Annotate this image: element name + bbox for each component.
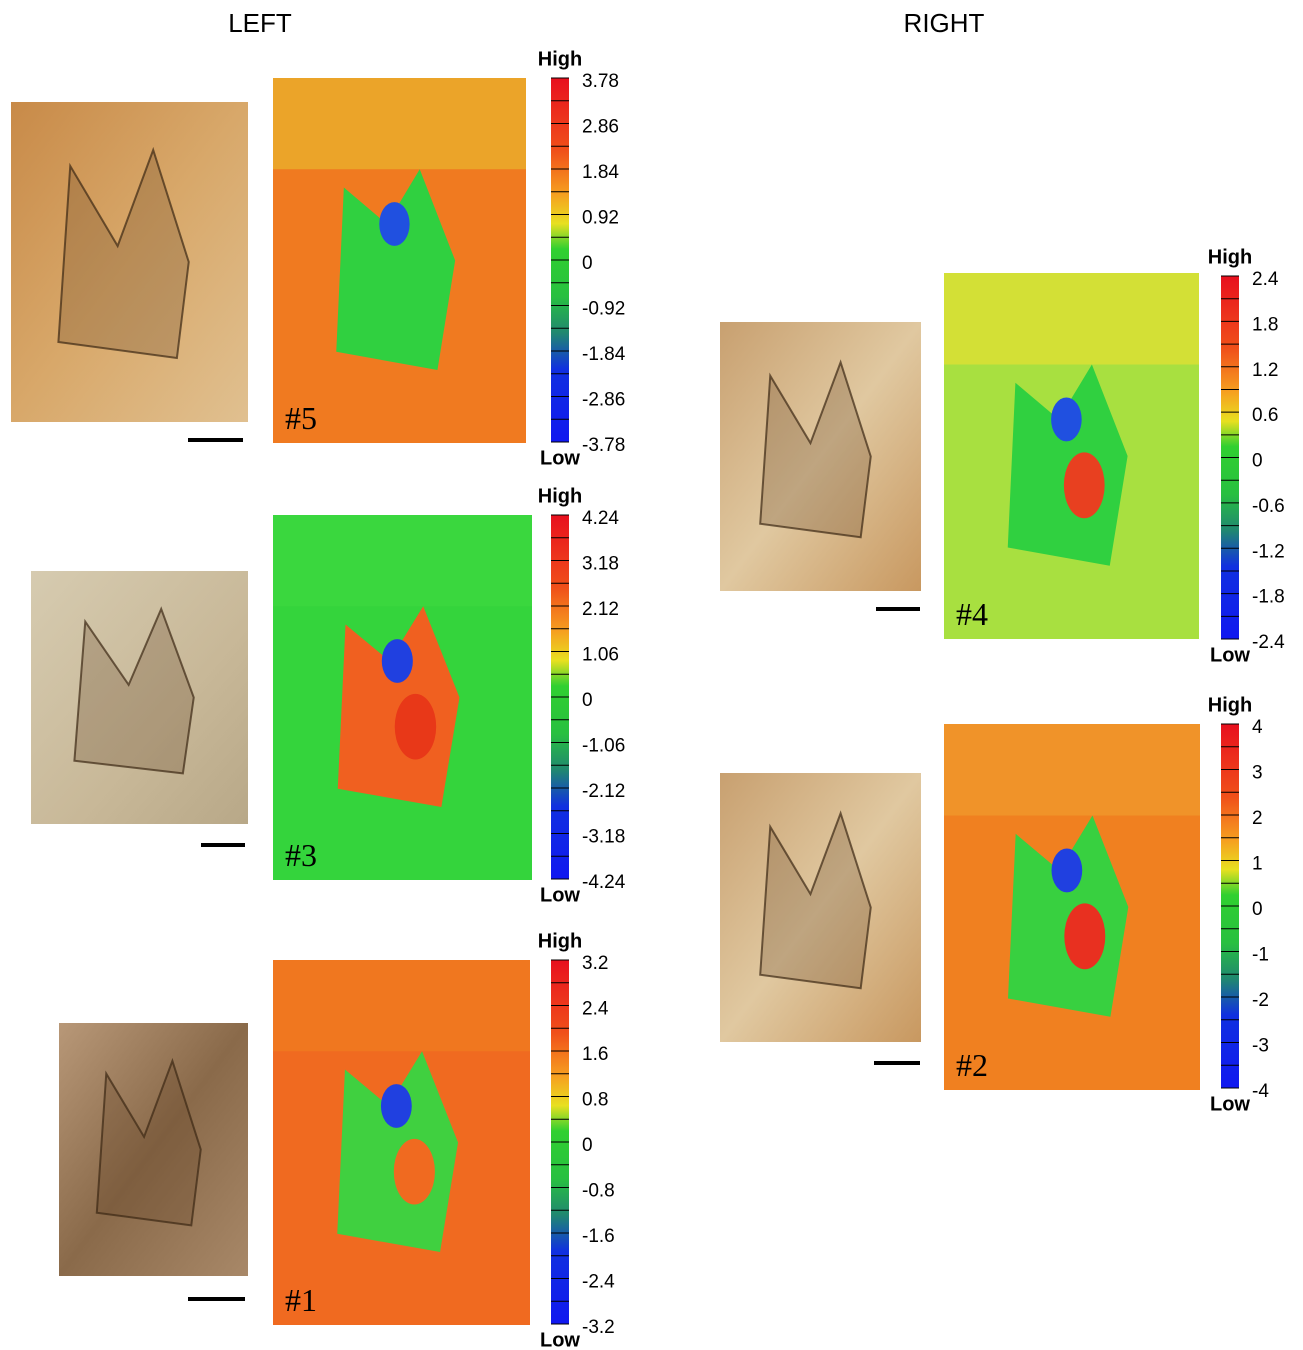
tick-label: 0.6	[1252, 405, 1278, 426]
dem-high	[393, 1138, 435, 1205]
dem-top	[944, 724, 1200, 816]
tick-label: -1.8	[1252, 587, 1285, 608]
dem-low	[1051, 848, 1083, 893]
dem-low	[379, 202, 410, 246]
tick-label: 2.4	[1252, 269, 1279, 290]
tick-label: 1.2	[1252, 360, 1278, 381]
tick-label: 3.2	[582, 953, 608, 974]
tick-label: 1.6	[582, 1044, 608, 1065]
track-outline	[759, 810, 872, 990]
tick-label: -1.6	[582, 1226, 615, 1247]
dem-top	[273, 78, 526, 170]
tick-label: -1.84	[582, 344, 626, 365]
photo	[720, 773, 921, 1042]
photo	[31, 571, 248, 824]
tick-label: 1	[1252, 854, 1263, 875]
dem-high	[1063, 452, 1105, 519]
tick-label: 4	[1252, 717, 1263, 738]
track-outline	[57, 146, 190, 360]
tick-label: -1	[1252, 945, 1269, 966]
high-label: High	[538, 48, 582, 70]
tick-label: 0	[582, 253, 593, 274]
tick-label: -0.6	[1252, 496, 1285, 517]
dem-top	[944, 273, 1199, 365]
photo	[59, 1023, 248, 1276]
tick-label: 3.78	[582, 71, 619, 92]
tick-label: -2.4	[582, 1272, 615, 1293]
tick-label: 4.24	[582, 508, 619, 529]
panel-label: #3	[285, 837, 317, 873]
high-label: High	[1208, 246, 1252, 268]
tick-label: 3.18	[582, 554, 619, 575]
track-outline	[759, 359, 872, 539]
tick-label: 0.92	[582, 208, 619, 229]
dem-high	[1064, 903, 1106, 970]
high-label: High	[538, 485, 582, 507]
low-label: Low	[1210, 644, 1250, 666]
tick-label: -1.2	[1252, 541, 1285, 562]
dem-track	[337, 1051, 459, 1252]
dem-top	[273, 960, 530, 1052]
panel-label: #4	[956, 596, 988, 632]
panel-label: #1	[285, 1282, 317, 1318]
dem-track	[336, 169, 456, 370]
tick-label: -0.8	[582, 1181, 615, 1202]
tick-label: -2	[1252, 990, 1269, 1011]
tick-label: -4	[1252, 1081, 1269, 1102]
tick-label: -2.4	[1252, 632, 1285, 653]
tick-label: 1.8	[1252, 314, 1278, 335]
track-outline	[73, 606, 195, 775]
tick-label: -4.24	[582, 872, 626, 893]
track-outline	[95, 1057, 202, 1227]
tick-label: -3.18	[582, 827, 625, 848]
tick-label: -2.86	[582, 390, 625, 411]
photo	[11, 102, 248, 422]
dem-low	[1051, 397, 1082, 442]
tick-label: 1.06	[582, 645, 619, 666]
tick-label: 0	[582, 690, 593, 711]
panel-label: #2	[956, 1047, 988, 1083]
tick-label: 2.12	[582, 599, 619, 620]
tick-label: 3	[1252, 763, 1263, 784]
photo	[720, 322, 921, 591]
tick-label: -3.78	[582, 435, 625, 456]
dem-top	[273, 515, 532, 607]
high-label: High	[1208, 694, 1252, 716]
low-label: Low	[540, 447, 580, 469]
dem-low	[381, 639, 413, 683]
dem-high	[394, 693, 437, 760]
high-label: High	[538, 930, 582, 952]
tick-label: 2.86	[582, 117, 619, 138]
dem-track	[1008, 815, 1129, 1017]
low-label: Low	[540, 884, 580, 906]
tick-label: -3.2	[582, 1317, 615, 1338]
right-header: RIGHT	[904, 8, 985, 38]
dem-track	[1007, 364, 1128, 566]
low-label: Low	[540, 1329, 580, 1350]
left-header: LEFT	[228, 8, 292, 38]
panel-label: #5	[285, 400, 317, 436]
tick-label: -0.92	[582, 299, 625, 320]
tick-label: -2.12	[582, 781, 625, 802]
low-label: Low	[1210, 1093, 1250, 1115]
tick-label: 2.4	[582, 999, 609, 1020]
tick-label: 0	[582, 1135, 593, 1156]
tick-label: 0	[1252, 899, 1263, 920]
tick-label: 0	[1252, 451, 1263, 472]
panels: #5HighLow3.782.861.840.920-0.92-1.84-2.8…	[11, 48, 1285, 1350]
tick-label: 0.8	[582, 1090, 608, 1111]
tick-label: 2	[1252, 808, 1263, 829]
tick-label: 1.84	[582, 162, 619, 183]
dem-low	[380, 1084, 412, 1128]
tick-label: -1.06	[582, 736, 625, 757]
dem-track	[337, 606, 460, 807]
tick-label: -3	[1252, 1036, 1269, 1057]
